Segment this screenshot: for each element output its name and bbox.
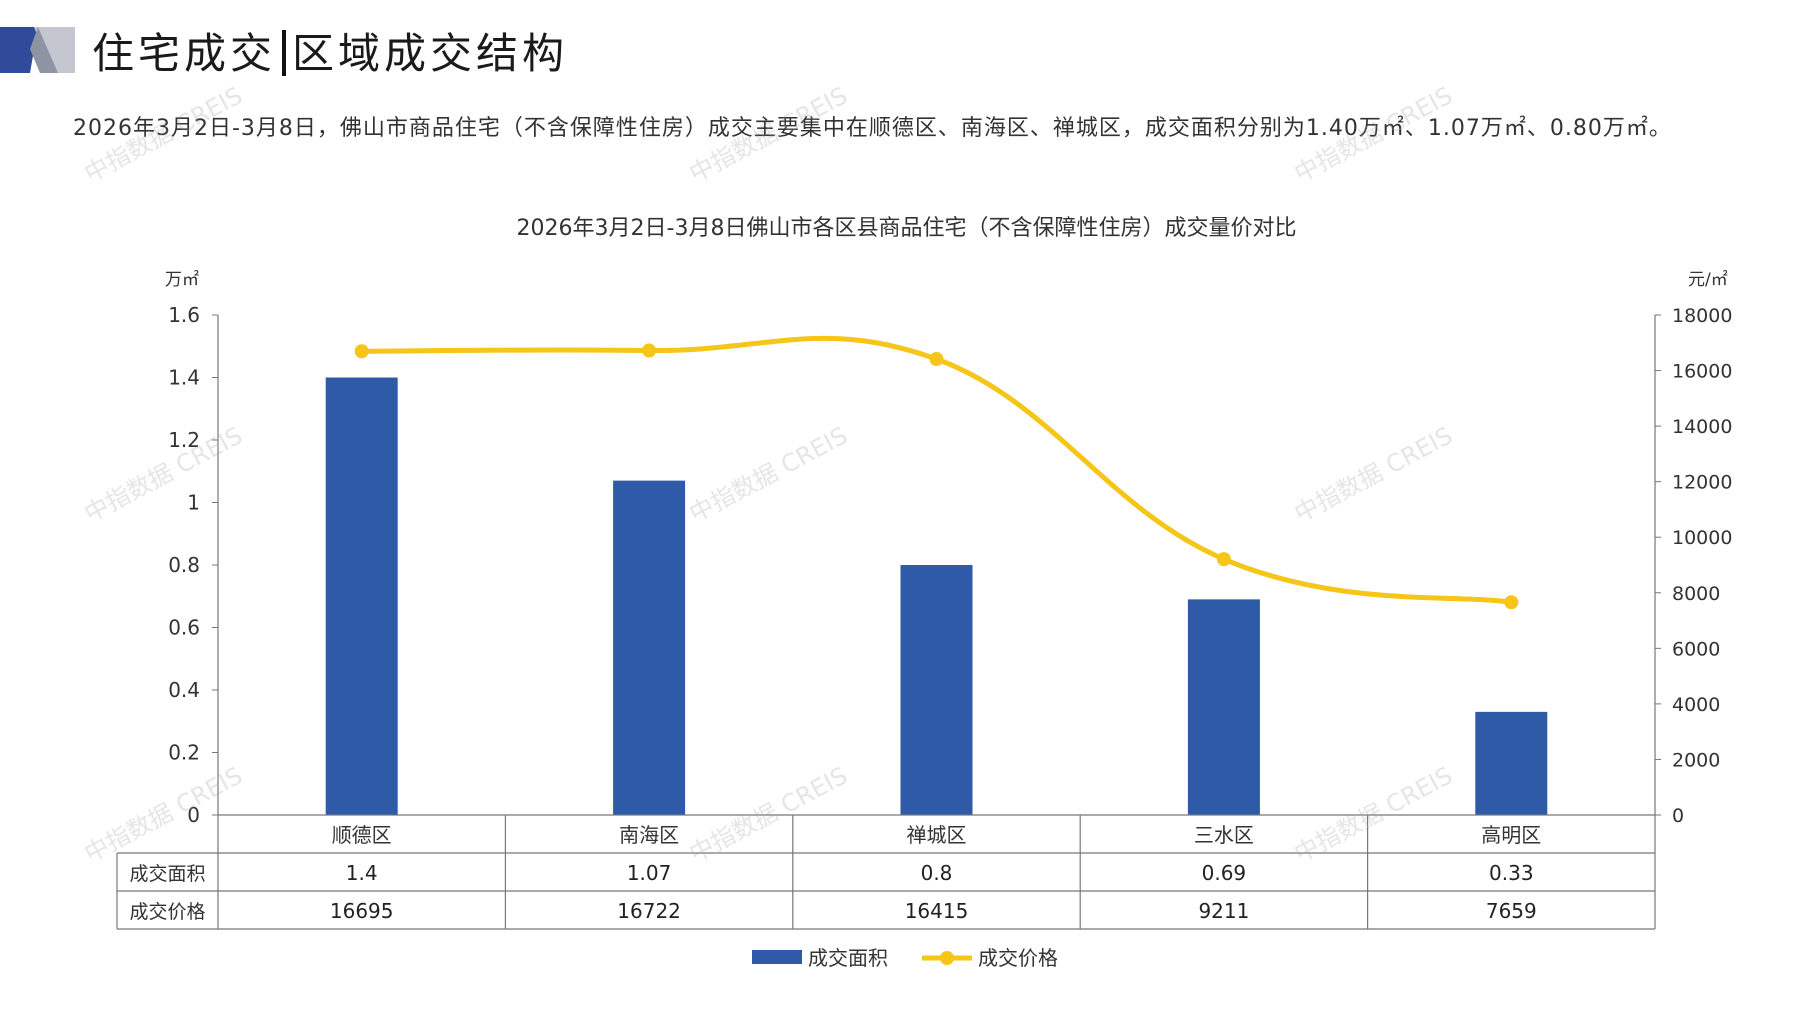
data-label: 1.4 bbox=[346, 861, 378, 885]
legend-label-area: 成交面积 bbox=[808, 946, 888, 970]
data-label: 0.69 bbox=[1202, 861, 1247, 885]
x-tick-label: 禅城区 bbox=[907, 823, 967, 847]
price-point-南海区 bbox=[642, 343, 657, 358]
y-left-tick-label: 0.6 bbox=[168, 616, 200, 640]
table-row-header: 成交面积 bbox=[129, 863, 205, 885]
y-left-tick-label: 0 bbox=[187, 803, 200, 827]
y-right-tick-label: 14000 bbox=[1672, 416, 1732, 438]
page-title-section: 住宅成交 bbox=[92, 29, 277, 78]
summary-text: 2026年3月2日-3月8日，佛山市商品住宅（不含保障性住房）成交主要集中在顺德… bbox=[73, 116, 1672, 141]
legend-bar-swatch bbox=[752, 950, 802, 964]
y-left-unit: 万㎡ bbox=[165, 270, 199, 290]
y-left-tick-label: 1.6 bbox=[168, 303, 200, 327]
chart-title: 2026年3月2日-3月8日佛山市各区县商品住宅（不含保障性住房）成交量价对比 bbox=[517, 216, 1297, 241]
y-right-tick-label: 12000 bbox=[1672, 472, 1732, 494]
y-left-tick-label: 1.2 bbox=[168, 428, 200, 452]
y-right-tick-label: 2000 bbox=[1672, 749, 1720, 771]
y-right-tick-label: 4000 bbox=[1672, 694, 1720, 716]
table-row-header: 成交价格 bbox=[129, 901, 205, 923]
page-title: 住宅成交 区域成交结构 bbox=[92, 20, 568, 81]
price-line bbox=[361, 335, 1512, 605]
brand-logo bbox=[0, 27, 75, 73]
data-label: 0.33 bbox=[1489, 861, 1534, 885]
y-left-tick-label: 0.8 bbox=[168, 553, 200, 577]
x-tick-label: 高明区 bbox=[1481, 823, 1541, 847]
y-right-tick-label: 10000 bbox=[1672, 527, 1732, 549]
y-left-tick-label: 0.2 bbox=[168, 741, 200, 765]
page-title-subsection: 区域成交结构 bbox=[292, 29, 569, 78]
x-tick-label: 三水区 bbox=[1194, 823, 1254, 847]
bar-南海区 bbox=[613, 480, 686, 815]
data-label: 0.8 bbox=[921, 861, 953, 885]
title-separator bbox=[282, 30, 287, 76]
bar-三水区 bbox=[1187, 599, 1260, 815]
price-point-高明区 bbox=[1504, 595, 1519, 610]
data-label: 16695 bbox=[330, 899, 394, 923]
y-left-tick-label: 1.4 bbox=[168, 366, 200, 390]
y-left-tick-label: 0.4 bbox=[168, 678, 200, 702]
price-point-三水区 bbox=[1216, 552, 1231, 567]
y-right-tick-label: 18000 bbox=[1672, 305, 1732, 327]
price-point-禅城区 bbox=[929, 352, 944, 367]
data-label: 7659 bbox=[1486, 899, 1537, 923]
x-tick-label: 南海区 bbox=[619, 823, 679, 847]
y-right-tick-label: 16000 bbox=[1672, 361, 1732, 383]
y-right-tick-label: 0 bbox=[1672, 805, 1684, 827]
data-label: 1.07 bbox=[627, 861, 672, 885]
data-label: 9211 bbox=[1198, 899, 1249, 923]
price-point-顺德区 bbox=[354, 344, 369, 359]
y-right-unit: 元/㎡ bbox=[1688, 270, 1728, 290]
bar-高明区 bbox=[1475, 711, 1548, 815]
y-left-tick-label: 1 bbox=[187, 491, 200, 515]
data-label: 16722 bbox=[617, 899, 681, 923]
bar-禅城区 bbox=[900, 565, 973, 815]
legend-line-marker bbox=[940, 951, 954, 965]
y-right-tick-label: 8000 bbox=[1672, 583, 1720, 605]
y-right-tick-label: 6000 bbox=[1672, 638, 1720, 660]
data-label: 16415 bbox=[905, 899, 969, 923]
x-tick-label: 顺德区 bbox=[332, 823, 392, 847]
legend-label-price: 成交价格 bbox=[978, 946, 1058, 970]
bar-顺德区 bbox=[325, 377, 398, 815]
